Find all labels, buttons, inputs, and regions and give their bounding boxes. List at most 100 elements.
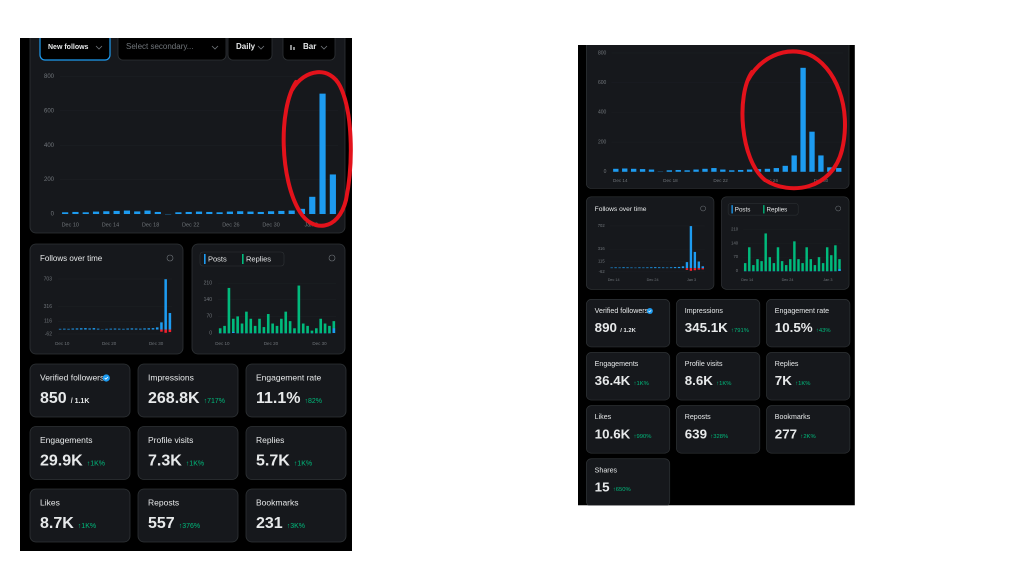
x-tick-label: Dec 10	[55, 341, 70, 346]
bar	[772, 263, 776, 272]
bar	[288, 210, 295, 214]
metric-value: 8.7K	[40, 515, 74, 532]
dropdown[interactable]	[39, 34, 111, 61]
bar	[711, 168, 717, 172]
bar	[168, 329, 172, 333]
bar	[622, 267, 625, 269]
card	[137, 488, 239, 543]
metric-change: ↑1K%	[634, 381, 649, 387]
card	[586, 45, 850, 189]
bar	[236, 316, 239, 333]
bar	[218, 328, 222, 333]
bar	[67, 328, 70, 330]
bar	[805, 247, 808, 272]
bar	[677, 266, 681, 269]
bar	[84, 328, 87, 330]
x-tick-label: Jan 3	[823, 278, 832, 282]
metric-label: Impressions	[148, 372, 194, 382]
bar	[249, 318, 253, 333]
bar	[231, 318, 235, 333]
bar	[332, 328, 336, 333]
legend-swatch	[204, 254, 206, 264]
bar	[702, 168, 708, 172]
bar	[117, 328, 121, 330]
bar	[168, 313, 172, 330]
bar	[838, 269, 841, 272]
legend-box	[727, 203, 799, 216]
bar	[195, 211, 203, 214]
card	[137, 363, 239, 418]
dropdown[interactable]	[282, 34, 336, 61]
bar	[72, 211, 79, 214]
bar	[639, 169, 646, 172]
metric-change: ↑1K%	[87, 460, 105, 467]
dropdown-label[interactable]: New follows	[48, 44, 89, 51]
metric-label: Likes	[595, 413, 612, 421]
y-tick-label: 600	[598, 80, 607, 86]
bar	[836, 168, 842, 172]
bar	[103, 211, 110, 214]
bar	[92, 328, 96, 330]
metric-label: Engagements	[595, 360, 639, 368]
metric-change: / 1.2K	[620, 328, 636, 334]
bar	[768, 257, 772, 272]
card	[29, 488, 131, 543]
bar	[278, 210, 285, 214]
metric-value: 345.1K	[685, 320, 728, 335]
legend-box	[199, 251, 285, 267]
bar	[797, 259, 800, 272]
y-tick-label: 70	[734, 254, 739, 259]
dropdown-label[interactable]: Bar	[303, 42, 316, 51]
card-title: Follows over time	[595, 206, 647, 213]
y-tick-label: 600	[44, 108, 55, 114]
bar	[817, 257, 821, 272]
x-tick-label: Dec 14	[613, 178, 628, 183]
dropdown-label[interactable]: Daily	[236, 42, 256, 51]
bar	[139, 328, 142, 330]
bar	[764, 168, 771, 172]
bar	[638, 267, 641, 269]
bar	[675, 169, 681, 172]
dropdown[interactable]	[117, 34, 227, 61]
bar	[693, 251, 697, 269]
bar	[610, 267, 613, 269]
bar	[130, 328, 134, 330]
y-tick-label: 140	[204, 297, 213, 303]
bar	[729, 170, 735, 172]
bar	[614, 267, 617, 269]
bar	[834, 245, 837, 272]
metric-change: ↑1K%	[186, 460, 204, 467]
bar	[284, 311, 288, 333]
bar	[309, 196, 316, 214]
bar	[82, 212, 89, 214]
bar	[673, 267, 677, 269]
metric-label: Shares	[595, 466, 618, 474]
bar	[155, 327, 159, 330]
bar	[126, 328, 129, 330]
bar	[144, 210, 151, 214]
y-tick-label: 200	[44, 177, 55, 183]
x-tick-label: Dec 10	[215, 341, 230, 346]
metric-label: Likes	[40, 497, 60, 507]
bar	[231, 331, 235, 333]
bar	[648, 169, 655, 172]
verified-badge	[646, 308, 653, 315]
bar	[62, 212, 69, 214]
bar	[809, 259, 813, 272]
bar-icon	[290, 45, 295, 50]
bar	[288, 321, 292, 333]
dropdown[interactable]	[227, 34, 273, 61]
bar	[175, 212, 182, 214]
bar	[266, 314, 270, 333]
metric-label: Impressions	[685, 307, 724, 315]
bar	[315, 328, 318, 333]
bar	[206, 211, 213, 214]
metric-value: 11.1%	[256, 390, 300, 407]
verified-check	[648, 309, 652, 313]
panels: New follows Select secondary... Daily Bar 0 2…	[20, 34, 855, 551]
bar	[123, 210, 131, 214]
metric-change: ↑1K%	[294, 460, 312, 467]
card	[245, 363, 347, 418]
dropdown-label[interactable]: Select secondary...	[126, 42, 193, 51]
bar	[646, 267, 649, 269]
